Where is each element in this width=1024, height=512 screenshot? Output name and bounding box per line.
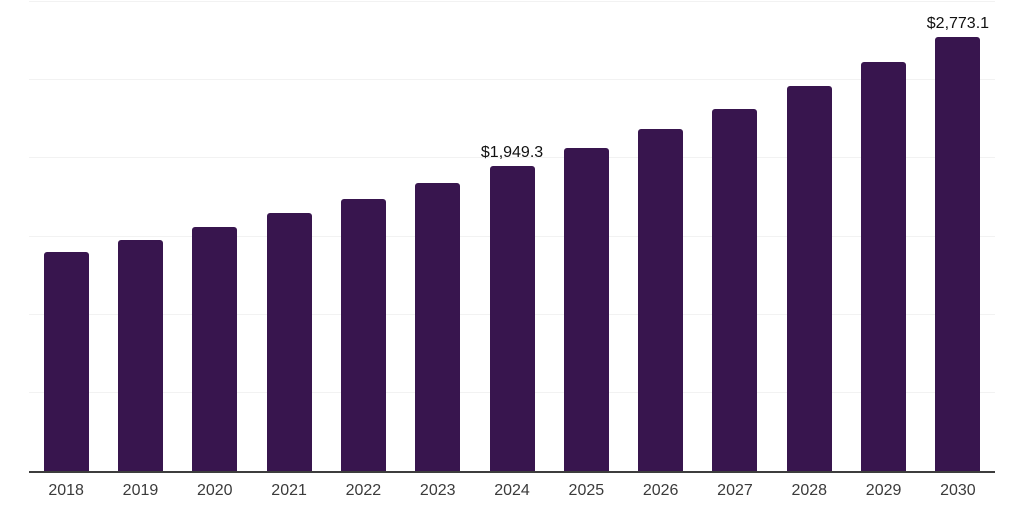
bar-2018 — [43, 251, 89, 471]
x-tick-2023: 2023 — [419, 482, 456, 499]
x-tick-2026: 2026 — [642, 482, 679, 499]
bar-slot-2030: $2,773.1 — [921, 2, 995, 471]
x-tick-2028: 2028 — [791, 482, 828, 499]
bar-2022 — [340, 198, 386, 471]
bar-slot-2024: $1,949.3 — [475, 2, 549, 471]
bar-2019 — [117, 239, 163, 471]
bar-slot-2021 — [252, 2, 326, 471]
x-tick-2021: 2021 — [271, 482, 307, 499]
x-tick-2019: 2019 — [122, 482, 159, 499]
bar-value-label-2030: $2,773.1 — [926, 15, 990, 33]
gridline-2500 — [29, 79, 995, 81]
gridline-3000 — [29, 1, 995, 2]
x-tick-2024: 2024 — [494, 482, 530, 499]
bar-slot-2020 — [178, 2, 252, 471]
x-tick-2022: 2022 — [345, 482, 382, 499]
bar-2030 — [935, 37, 981, 471]
bar-2021 — [266, 212, 312, 471]
x-tick-2030: 2030 — [940, 482, 976, 499]
bar-value-label-2024: $1,949.3 — [480, 144, 544, 162]
x-tick-2025: 2025 — [568, 482, 605, 499]
bar-2027 — [712, 108, 758, 471]
x-tick-2027: 2027 — [717, 482, 753, 499]
bar-slot-2025 — [549, 2, 623, 471]
bar-slot-2023 — [401, 2, 475, 471]
bar-slot-2029 — [846, 2, 920, 471]
bar-slot-2018 — [29, 2, 103, 471]
bar-2029 — [861, 61, 907, 471]
bar-2025 — [563, 148, 609, 471]
bar-2020 — [192, 227, 238, 471]
x-tick-2018: 2018 — [48, 482, 84, 499]
plot-area: $1,949.3 $2,773.1 — [29, 1, 995, 473]
bar-2024 — [489, 166, 535, 471]
x-tick-2029: 2029 — [865, 482, 902, 499]
bar-2026 — [638, 129, 684, 471]
bar-slot-2027 — [698, 2, 772, 471]
bar-slot-2026 — [624, 2, 698, 471]
bar-slot-2028 — [772, 2, 846, 471]
gridline-2000 — [29, 157, 995, 159]
x-tick-2020: 2020 — [196, 482, 233, 499]
bar-2028 — [786, 85, 832, 471]
bar-slot-2022 — [326, 2, 400, 471]
bar-2023 — [415, 182, 461, 471]
bar-slot-2019 — [103, 2, 177, 471]
x-axis-labels: 2018 2019 2020 2021 2022 2023 2024 2025 2026 2027… — [29, 481, 995, 500]
bars-row: $1,949.3 $2,773.1 — [29, 2, 995, 471]
